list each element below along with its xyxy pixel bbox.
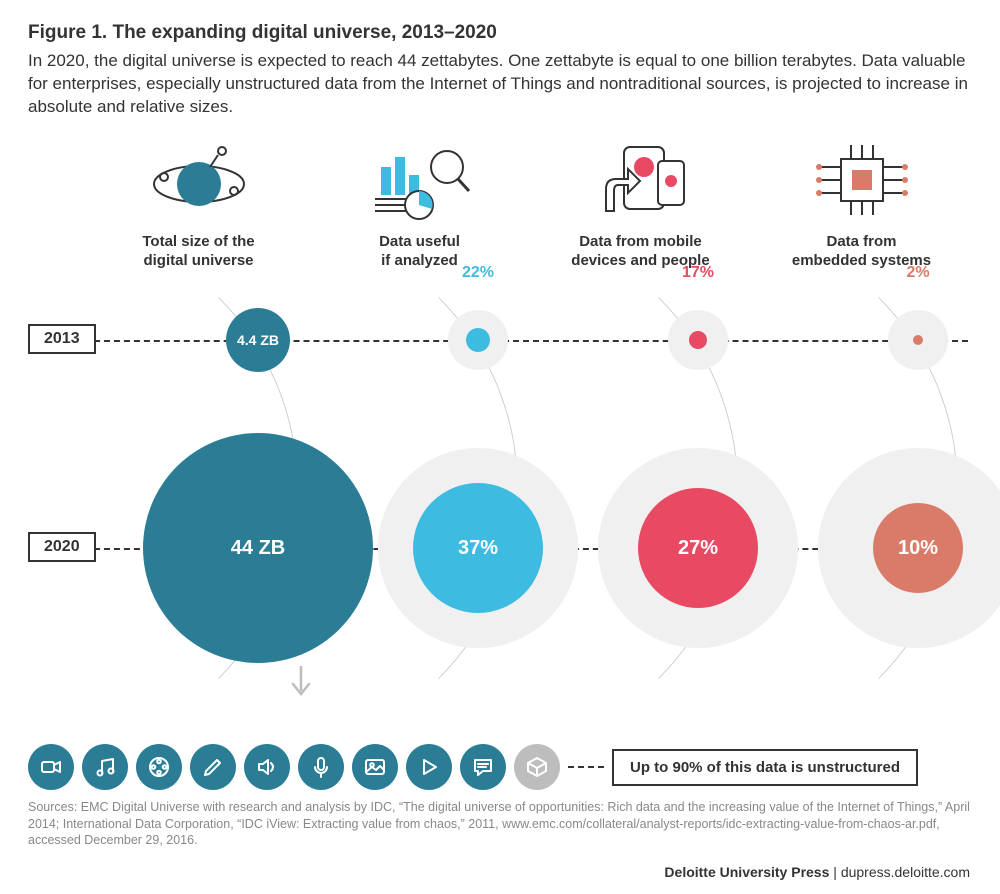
bubble-embedded-2013: 2%: [888, 310, 948, 370]
bubble-total-2013: 4.4 ZB: [226, 308, 290, 372]
footer-brand: Deloitte University Press: [664, 864, 829, 880]
bubble-analyzed-2020: 37%: [378, 448, 578, 648]
bubble-inner: [913, 335, 923, 345]
footer-url: dupress.deloitte.com: [841, 864, 970, 880]
bubble-total-2020: 44 ZB: [143, 433, 373, 663]
planet-icon: [139, 137, 259, 227]
footer: Deloitte University Press | dupress.delo…: [664, 864, 970, 880]
dash-connector: [568, 766, 604, 768]
analytics-icon: [360, 137, 480, 227]
bubble-value-label: 22%: [462, 264, 494, 282]
bubble-inner: 37%: [413, 483, 543, 613]
bubble-chart: 2013 2020 4.4 ZB 22% 17% 2% 44 ZB 37% 27% 10%: [28, 278, 972, 708]
chip-icon: [802, 137, 922, 227]
bubble-inner: 10%: [873, 503, 963, 593]
figure-title: Figure 1. The expanding digital universe…: [28, 22, 972, 44]
bubble-outer: 37%: [378, 448, 578, 648]
figure-subtitle: In 2020, the digital universe is expecte…: [28, 50, 968, 119]
footer-sep: |: [829, 864, 840, 880]
bubble-outer: [668, 310, 728, 370]
year-label-2020: 2020: [28, 532, 96, 562]
year-label-2013: 2013: [28, 324, 96, 354]
bubble-value-label: 2%: [906, 264, 929, 282]
bubble-mobile-2013: 17%: [668, 310, 728, 370]
bubble-outer: 27%: [598, 448, 798, 648]
bubble-mobile-2020: 27%: [598, 448, 798, 648]
bubble-analyzed-2013: 22%: [448, 310, 508, 370]
bubble-inner: [466, 328, 490, 352]
image-icon: [352, 744, 398, 790]
bubble-inner: 44 ZB: [143, 433, 373, 663]
film-icon: [136, 744, 182, 790]
bubble-outer: 10%: [818, 448, 1000, 648]
bubble-inner: [689, 331, 707, 349]
bubble-inner: 27%: [638, 488, 758, 608]
bubble-inner: 4.4 ZB: [226, 308, 290, 372]
bubble-embedded-2020: 10%: [818, 448, 1000, 648]
bubble-value-label: 17%: [682, 264, 714, 282]
bubble-outer: [448, 310, 508, 370]
sources-text: Sources: EMC Digital Universe with resea…: [28, 799, 972, 848]
mobile-icon: [581, 137, 701, 227]
bubble-outer: [888, 310, 948, 370]
